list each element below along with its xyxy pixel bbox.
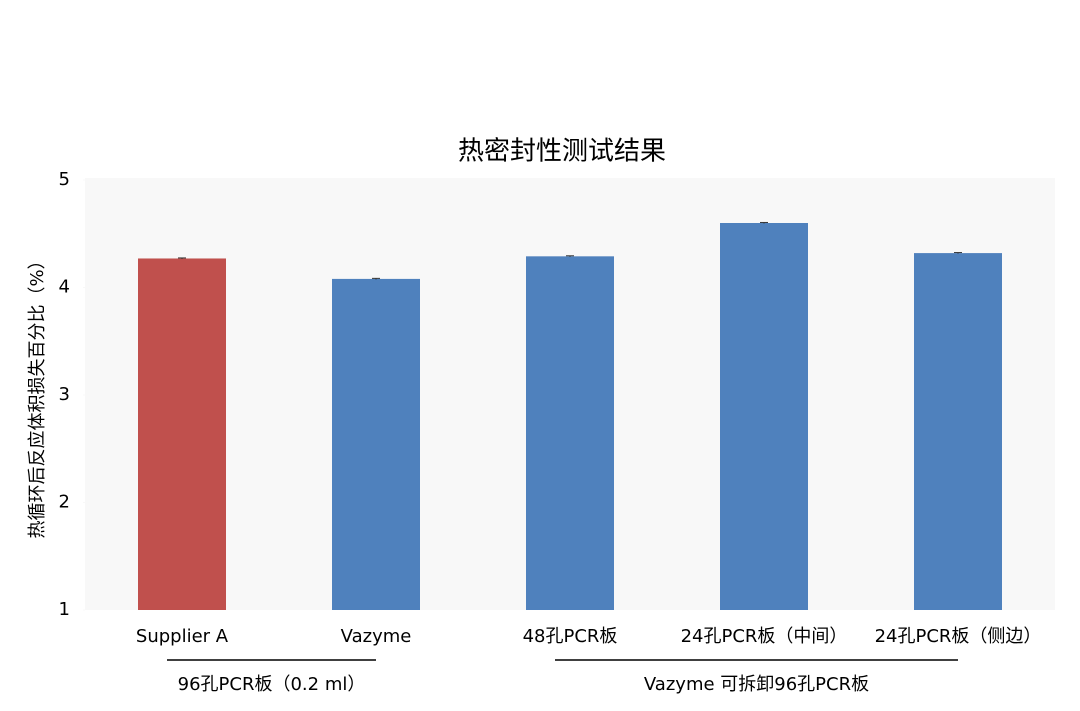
y-tick-label: 1 xyxy=(59,599,70,620)
y-tick-label: 3 xyxy=(59,384,70,405)
y-tick-label: 2 xyxy=(59,492,70,513)
group-label: 96孔PCR板（0.2 ml） xyxy=(178,674,366,695)
x-tick-label: 24孔PCR板（中间） xyxy=(681,626,848,647)
group-label: Vazyme 可拆卸96孔PCR板 xyxy=(644,674,869,695)
x-tick-label: 48孔PCR板 xyxy=(523,626,618,647)
bar xyxy=(914,253,1002,610)
bar xyxy=(332,278,420,610)
bar xyxy=(720,223,808,610)
x-tick-label: Vazyme xyxy=(341,626,412,647)
chart-title: 热密封性测试结果 xyxy=(458,137,666,167)
x-tick-label: Supplier A xyxy=(136,626,229,647)
y-tick-label: 4 xyxy=(59,277,70,298)
bar xyxy=(138,258,226,610)
x-tick-label: 24孔PCR板（侧边） xyxy=(875,626,1042,647)
bar xyxy=(526,256,614,610)
y-axis-label: 热循环后反应体积损失百分比（%） xyxy=(27,251,48,538)
y-tick-label: 5 xyxy=(59,169,70,190)
